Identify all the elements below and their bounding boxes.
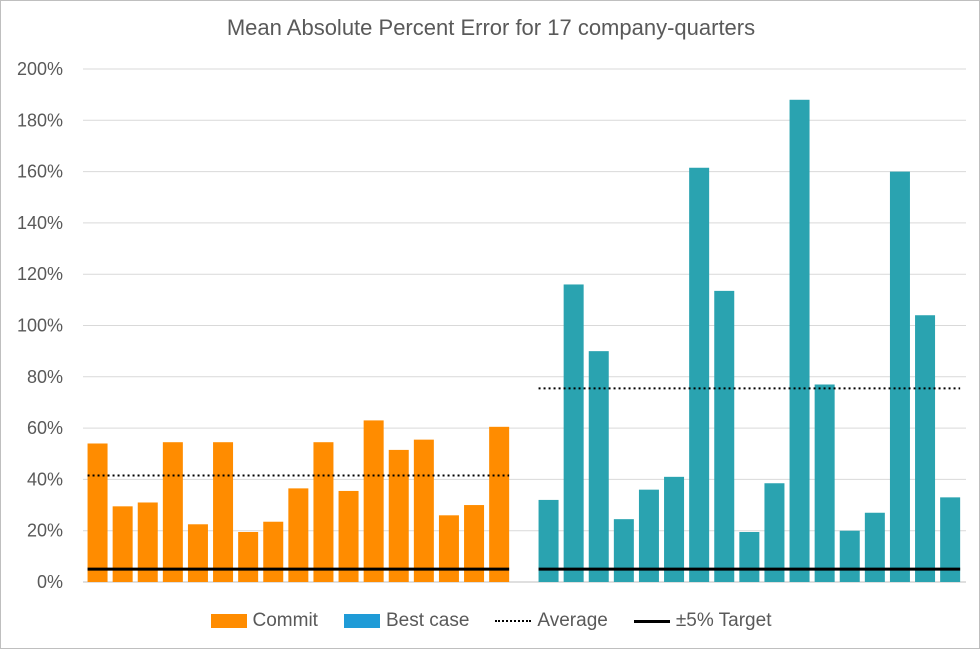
bars (87, 99, 961, 582)
legend-item-target: ±5% Target (633, 610, 772, 632)
bar-best-case (689, 167, 710, 582)
y-tick-label: 180% (17, 110, 63, 130)
bar-best-case (638, 489, 659, 582)
legend-swatch-average (495, 620, 532, 622)
bar-commit (87, 443, 108, 582)
bar-best-case (789, 99, 810, 582)
bar-commit (137, 502, 158, 582)
reference-lines (87, 387, 961, 571)
legend-label-commit: Commit (252, 610, 318, 631)
bar-best-case (915, 315, 936, 582)
bar-commit (213, 442, 234, 582)
bar-commit (489, 426, 510, 582)
chart-title: Mean Absolute Percent Error for 17 compa… (226, 15, 756, 40)
bar-best-case (889, 171, 910, 582)
bar-commit (187, 524, 208, 582)
legend-label-average: Average (537, 610, 608, 631)
bar-commit (388, 449, 409, 582)
legend-swatch-best-case (343, 614, 380, 628)
legend-item-commit: Commit (210, 610, 318, 632)
bar-commit (363, 420, 384, 582)
bar-best-case (764, 483, 785, 582)
bar-best-case (613, 519, 634, 582)
bar-best-case (563, 284, 584, 582)
bar-best-case (864, 512, 885, 582)
legend-swatch-target (633, 619, 670, 623)
y-tick-label: 20% (27, 521, 63, 541)
y-tick-label: 200% (17, 59, 63, 79)
bar-commit (112, 506, 133, 582)
bar-commit (438, 515, 459, 582)
legend: Commit Best case Average ±5% Target (1, 608, 980, 634)
y-tick-label: 40% (27, 469, 63, 489)
bar-commit (464, 505, 485, 582)
bar-best-case (739, 531, 760, 582)
bar-commit (238, 531, 259, 582)
legend-item-best-case: Best case (343, 610, 470, 632)
y-tick-label: 80% (27, 367, 63, 387)
bar-best-case (714, 290, 735, 582)
legend-label-target: ±5% Target (675, 610, 772, 631)
y-tick-label: 160% (17, 162, 63, 182)
bar-best-case (814, 384, 835, 582)
bar-commit (338, 490, 359, 582)
bar-best-case (588, 351, 609, 582)
y-tick-label: 60% (27, 418, 63, 438)
bar-best-case (538, 499, 559, 582)
bar-commit (263, 521, 284, 582)
bar-commit (413, 439, 434, 582)
bar-best-case (839, 530, 860, 582)
bar-commit (162, 442, 183, 582)
y-axis-ticks: 0% 20% 40% 60% 80% 100% 120% 140% 160% 180% 200% (17, 59, 63, 592)
bar-commit (288, 488, 309, 582)
bar-commit (313, 442, 334, 582)
bar-best-case (664, 476, 685, 582)
legend-label-best-case: Best case (385, 610, 470, 631)
y-tick-label: 0% (37, 572, 63, 592)
y-tick-label: 100% (17, 316, 63, 336)
y-tick-label: 120% (17, 264, 63, 284)
legend-swatch-commit (210, 614, 247, 628)
legend-item-average: Average (495, 610, 608, 632)
y-tick-label: 140% (17, 213, 63, 233)
bar-best-case (940, 497, 961, 582)
